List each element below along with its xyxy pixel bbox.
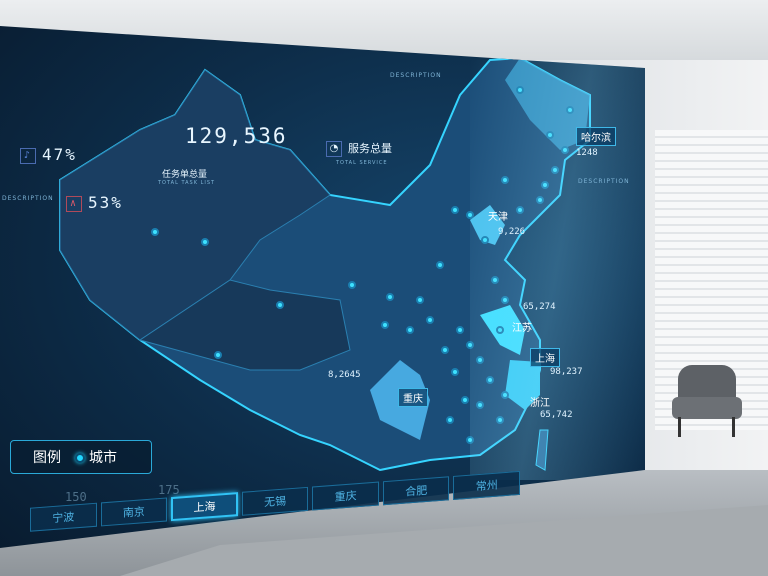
scale-tick: 175 bbox=[158, 483, 180, 497]
city-dot[interactable] bbox=[491, 276, 499, 284]
region-value-chongqing: 8,2645 bbox=[328, 370, 361, 380]
scale-tick: 150 bbox=[65, 490, 87, 504]
city-dot[interactable] bbox=[466, 341, 474, 349]
tab-hefei[interactable]: 合肥 bbox=[382, 476, 450, 506]
city-dot[interactable] bbox=[541, 181, 549, 189]
city-dot[interactable] bbox=[501, 296, 509, 304]
region-value-harbin: 1248 bbox=[576, 148, 598, 158]
region-label-harbin[interactable]: 哈尔滨 bbox=[576, 127, 616, 146]
city-dot[interactable] bbox=[451, 368, 459, 376]
tab-shanghai[interactable]: 上海 bbox=[171, 492, 238, 522]
xinjiang-region bbox=[59, 69, 331, 341]
city-dot[interactable] bbox=[441, 346, 449, 354]
city-dot[interactable] bbox=[476, 356, 484, 364]
region-label-zhejiang[interactable]: 浙江 bbox=[530, 398, 550, 409]
percent-b: ∧ 53% bbox=[66, 193, 123, 212]
trend-icon: ∧ bbox=[66, 195, 82, 212]
legend-item-label: 城市 bbox=[89, 450, 117, 466]
city-dot[interactable] bbox=[451, 206, 459, 214]
city-dot[interactable] bbox=[501, 391, 509, 399]
pipe-icon: ♪ bbox=[20, 147, 36, 164]
city-dot[interactable] bbox=[436, 261, 444, 269]
zhejiang-region bbox=[505, 360, 540, 410]
tab-wuxi[interactable]: 无锡 bbox=[241, 486, 309, 516]
city-dot[interactable] bbox=[536, 196, 544, 204]
city-dot[interactable] bbox=[546, 131, 554, 139]
city-dot[interactable] bbox=[406, 326, 414, 334]
city-dot[interactable] bbox=[551, 166, 559, 174]
city-dot[interactable] bbox=[476, 401, 484, 409]
region-value-jiangsu: 65,274 bbox=[523, 302, 556, 312]
city-dot[interactable] bbox=[466, 436, 474, 444]
city-dot[interactable] bbox=[466, 211, 474, 219]
total-tasks-value: 129,536 bbox=[185, 124, 288, 148]
city-dot[interactable] bbox=[214, 351, 222, 359]
armchair bbox=[672, 365, 742, 437]
city-dot[interactable] bbox=[426, 316, 434, 324]
city-dot-icon bbox=[75, 453, 85, 463]
city-dot[interactable] bbox=[386, 293, 394, 301]
region-label-shanghai[interactable]: 上海 bbox=[530, 348, 560, 367]
legend-title: 图例 bbox=[33, 450, 61, 466]
tianjin-region bbox=[470, 205, 505, 245]
city-dot[interactable] bbox=[566, 106, 574, 114]
percent-a: ♪ 47% bbox=[20, 145, 77, 164]
city-dot[interactable] bbox=[501, 176, 509, 184]
total-tasks-sub: TOTAL TASK LIST bbox=[158, 180, 216, 186]
city-dot[interactable] bbox=[561, 146, 569, 154]
total-service-text: 服务总量 bbox=[348, 142, 392, 155]
city-dot[interactable] bbox=[416, 296, 424, 304]
region-value-tianjin: 9,226 bbox=[498, 227, 526, 237]
city-dot[interactable] bbox=[496, 326, 504, 334]
city-dot[interactable] bbox=[486, 376, 494, 384]
city-dot[interactable] bbox=[481, 236, 489, 244]
region-label-chongqing[interactable]: 重庆 bbox=[398, 388, 428, 407]
tab-changzhou[interactable]: 常州 bbox=[453, 470, 521, 500]
city-dot[interactable] bbox=[348, 281, 356, 289]
tibet-region bbox=[138, 279, 351, 371]
city-dot[interactable] bbox=[516, 206, 524, 214]
city-dot[interactable] bbox=[201, 238, 209, 246]
description-left: DESCRIPTION bbox=[2, 195, 54, 202]
region-label-jiangsu[interactable]: 江苏 bbox=[512, 323, 532, 334]
city-dot[interactable] bbox=[381, 321, 389, 329]
tab-chongqing[interactable]: 重庆 bbox=[312, 481, 379, 511]
city-dot[interactable] bbox=[461, 396, 469, 404]
description-top: DESCRIPTION bbox=[390, 72, 442, 79]
region-value-shanghai: 98,237 bbox=[550, 367, 583, 377]
taiwan-region bbox=[535, 429, 549, 471]
city-dot[interactable] bbox=[446, 416, 454, 424]
city-dot[interactable] bbox=[276, 301, 284, 309]
legend-item-city: 城市 bbox=[75, 447, 117, 467]
region-label-tianjin[interactable]: 天津 bbox=[488, 212, 508, 223]
city-dot[interactable] bbox=[516, 86, 524, 94]
total-service-label: ◔ 服务总量 bbox=[326, 140, 392, 157]
percent-b-value: 53% bbox=[88, 193, 123, 212]
description-right: DESCRIPTION bbox=[578, 178, 630, 185]
total-tasks-label: 任务单总量 bbox=[162, 170, 208, 180]
city-dot[interactable] bbox=[456, 326, 464, 334]
total-service-sub: TOTAL SERVICE bbox=[336, 160, 388, 166]
region-value-zhejiang: 65,742 bbox=[540, 410, 573, 420]
tab-ningbo[interactable]: 宁波 bbox=[30, 502, 97, 532]
city-dot[interactable] bbox=[496, 416, 504, 424]
tab-nanjing[interactable]: 南京 bbox=[100, 497, 168, 527]
percent-a-value: 47% bbox=[42, 145, 77, 164]
pie-chart-icon: ◔ bbox=[326, 141, 342, 157]
heilongjiang-region bbox=[505, 58, 590, 150]
map-legend: 图例 城市 bbox=[10, 440, 152, 474]
city-dot[interactable] bbox=[151, 228, 159, 236]
